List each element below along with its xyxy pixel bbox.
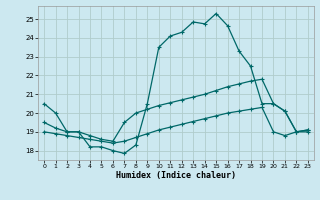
X-axis label: Humidex (Indice chaleur): Humidex (Indice chaleur) — [116, 171, 236, 180]
